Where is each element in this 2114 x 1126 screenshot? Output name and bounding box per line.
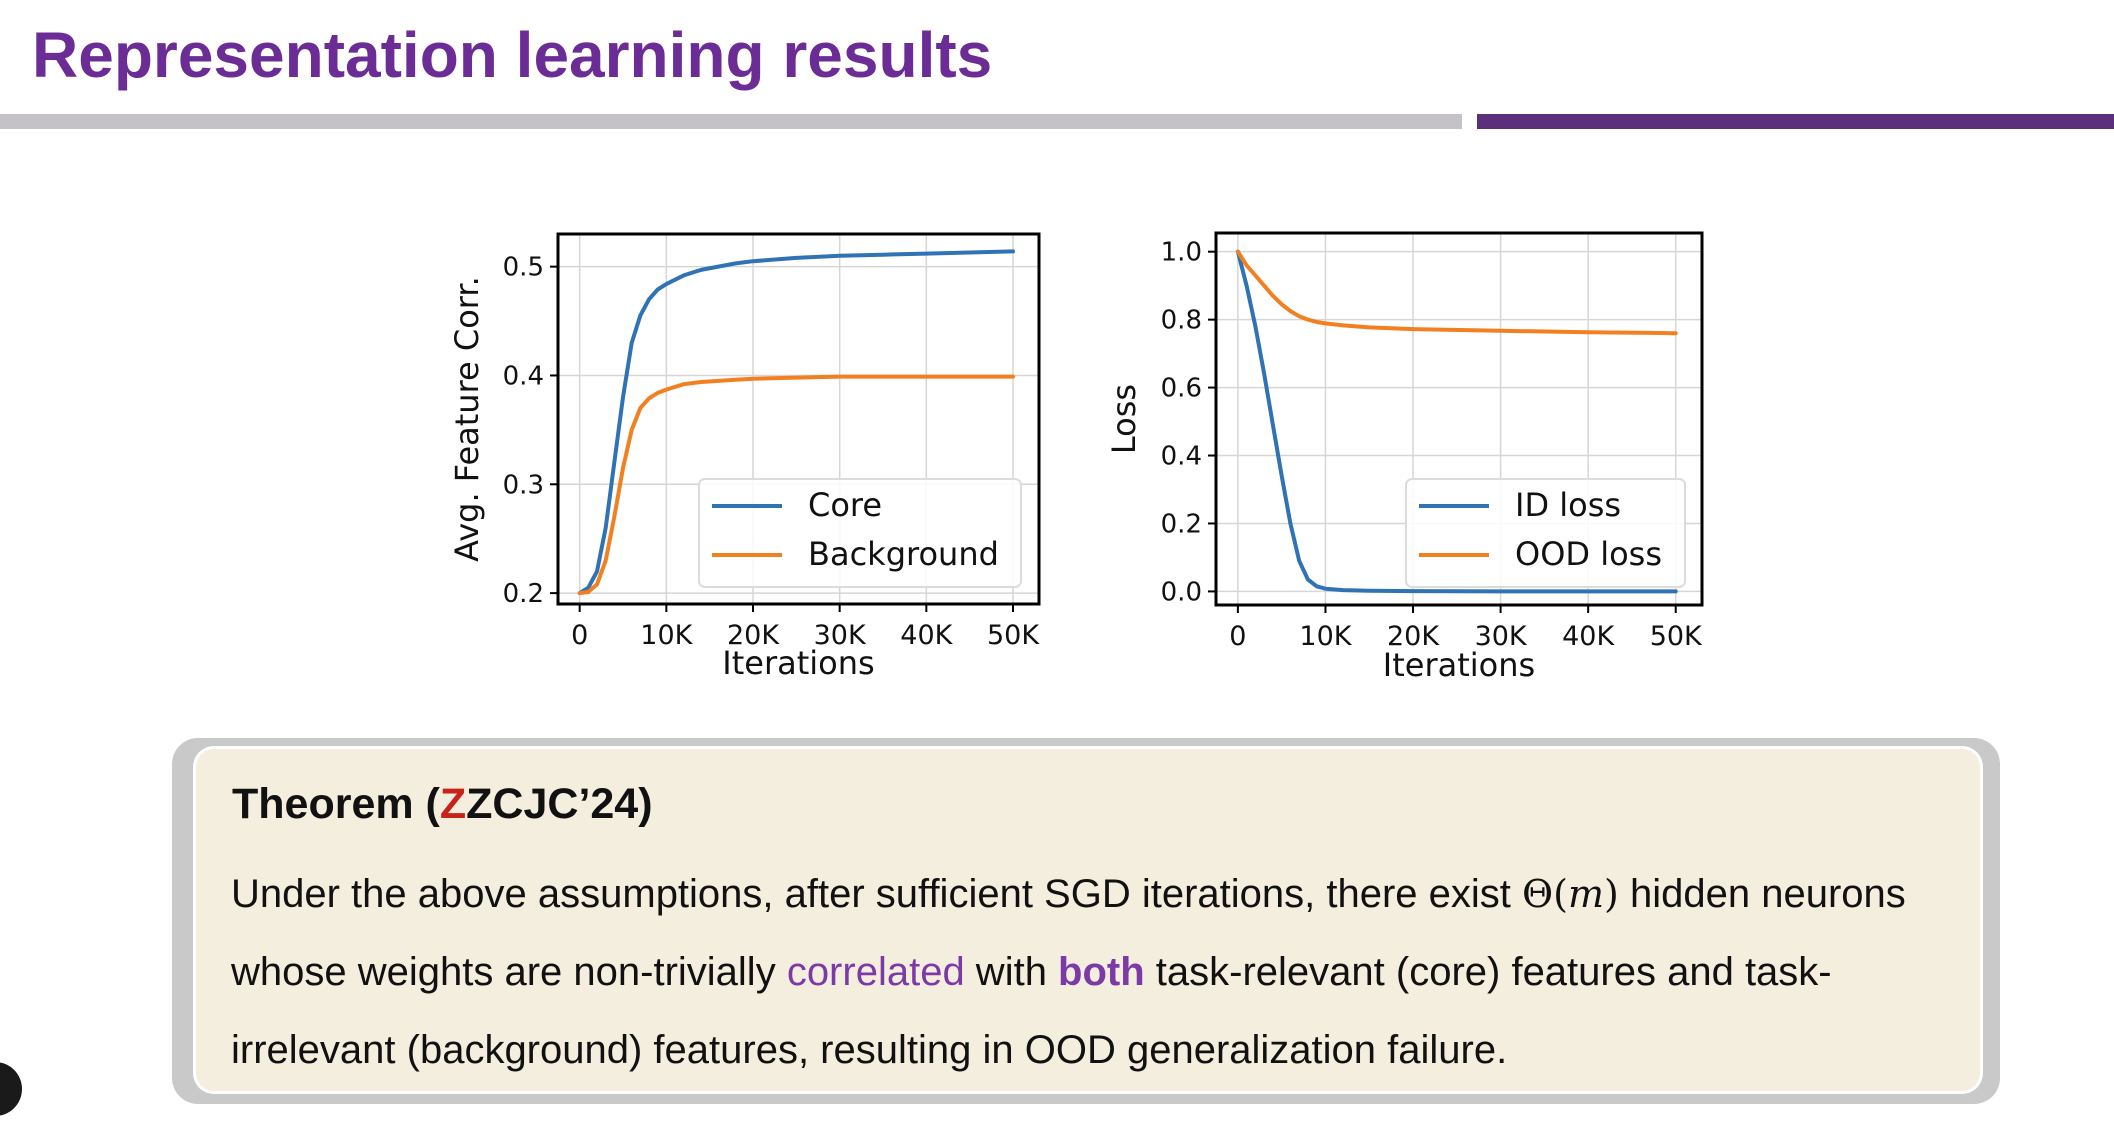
theorem-text-1: Under the above assumptions, after suffi… [231, 872, 1523, 916]
x-tick-label: 50K [1650, 621, 1703, 652]
y-tick-label: 0.6 [1161, 374, 1202, 404]
x-tick-label: 0 [571, 620, 588, 651]
math-m: m [1568, 872, 1605, 916]
y-tick-label: 0.0 [1161, 577, 1202, 607]
y-tick-label: 0.5 [503, 253, 544, 283]
theorem-math: Θ(m) [1522, 872, 1619, 916]
y-axis-label: Avg. Feature Corr. [448, 276, 486, 562]
series-line-2 [1235, 249, 1678, 336]
x-tick-label: 0 [1229, 621, 1246, 652]
theorem-text-2: hidden neurons whose weights are non-tri… [231, 872, 1906, 994]
y-tick-label: 0.2 [503, 579, 544, 609]
y-tick-label: 0.3 [503, 470, 544, 500]
math-close: ) [1604, 872, 1619, 916]
chart-1: 0 10K 20K 30K 40K 50K 0.2 0.3 0.4 0.5 Iterations Av… [448, 232, 1041, 682]
highlight-correlated: correlated [786, 950, 965, 994]
legend-label-1: ID loss [1515, 486, 1621, 524]
legend-label-2: Background [808, 535, 999, 573]
theorem-heading-red-letter: Z [439, 780, 467, 828]
y-tick-label: 0.2 [1161, 509, 1202, 539]
x-tick-label: 40K [900, 620, 953, 651]
charts-canvas: 0 10K 20K 30K 40K 50K 0.2 0.3 0.4 0.5 Iterations Av… [448, 231, 1704, 684]
chart-2: 0 10K 20K 30K 40K 50K 0.0 0.2 0.4 0.6 0.8 1.0 Iterat… [1105, 231, 1704, 684]
plot-frame [1214, 231, 1704, 607]
x-tick-label: 30K [1475, 621, 1528, 652]
math-theta: Θ( [1522, 872, 1568, 916]
title-rule-gray [0, 114, 1462, 129]
theorem-heading-rest: ZCJC’24) [466, 780, 653, 828]
x-tick-label: 10K [1299, 621, 1352, 652]
series-line-1 [1235, 249, 1678, 594]
presenter-control-button[interactable] [0, 1062, 22, 1116]
theorem-box [196, 749, 1980, 1091]
highlight-both: both [1058, 950, 1145, 994]
series-line-2 [577, 374, 1015, 596]
x-tick-label: 40K [1562, 621, 1615, 652]
series-line-1 [577, 249, 1015, 596]
x-tick-label: 10K [640, 620, 693, 651]
theorem-heading-prefix: Theorem ( [232, 780, 440, 828]
x-tick-label: 50K [987, 620, 1040, 651]
x-tick-label: 30K [814, 620, 867, 651]
slide-title: Representation learning results [32, 19, 993, 91]
title-rule-accent [1477, 114, 2114, 129]
y-tick-label: 1.0 [1161, 238, 1202, 268]
plot-frame [556, 232, 1041, 606]
y-tick-label: 0.4 [1161, 442, 1202, 472]
theorem-text-4: task-relevant (core) features and task-i… [231, 950, 1832, 1072]
x-axis-label: Iterations [722, 644, 874, 682]
y-tick-label: 0.4 [503, 361, 544, 391]
theorem-heading: Theorem (ZZCJC’24) [232, 776, 653, 832]
x-tick-label: 20K [1387, 621, 1440, 652]
x-axis-label: Iterations [1383, 646, 1535, 684]
y-axis-label: Loss [1105, 384, 1143, 454]
legend-label-1: Core [808, 486, 882, 524]
theorem-text-3: with [964, 950, 1059, 994]
legend-label-2: OOD loss [1515, 535, 1662, 573]
theorem-body: Under the above assumptions, after suffi… [231, 855, 1971, 1089]
y-tick-label: 0.8 [1161, 306, 1202, 336]
x-tick-label: 20K [727, 620, 780, 651]
